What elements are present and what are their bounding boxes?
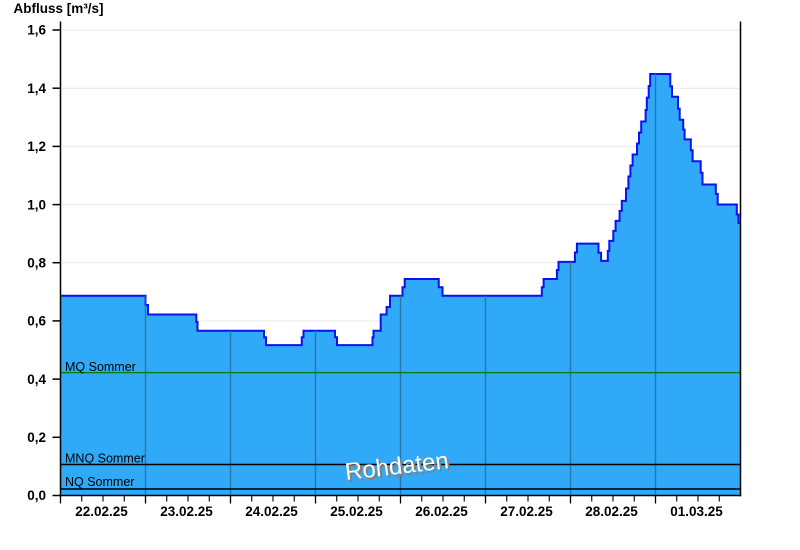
svg-text:25.02.25: 25.02.25 xyxy=(330,504,383,519)
svg-text:1,6: 1,6 xyxy=(27,23,46,38)
svg-text:27.02.25: 27.02.25 xyxy=(500,504,553,519)
svg-text:0,4: 0,4 xyxy=(27,372,46,387)
svg-text:NQ Sommer: NQ Sommer xyxy=(65,475,134,489)
svg-text:Abfluss [m³/s]: Abfluss [m³/s] xyxy=(14,1,104,16)
svg-text:MQ Sommer: MQ Sommer xyxy=(65,360,136,374)
svg-text:26.02.25: 26.02.25 xyxy=(415,504,468,519)
svg-text:0,6: 0,6 xyxy=(27,314,46,329)
svg-text:0,0: 0,0 xyxy=(27,488,46,503)
svg-text:MNQ Sommer: MNQ Sommer xyxy=(65,452,145,466)
svg-text:1,2: 1,2 xyxy=(27,139,46,154)
svg-text:0,2: 0,2 xyxy=(27,430,46,445)
svg-text:22.02.25: 22.02.25 xyxy=(75,504,128,519)
svg-text:1,4: 1,4 xyxy=(27,81,46,96)
svg-text:23.02.25: 23.02.25 xyxy=(160,504,213,519)
svg-text:01.03.25: 01.03.25 xyxy=(670,504,723,519)
svg-text:24.02.25: 24.02.25 xyxy=(245,504,298,519)
svg-text:0,8: 0,8 xyxy=(27,255,46,270)
svg-text:1,0: 1,0 xyxy=(27,197,46,212)
svg-text:28.02.25: 28.02.25 xyxy=(585,504,638,519)
